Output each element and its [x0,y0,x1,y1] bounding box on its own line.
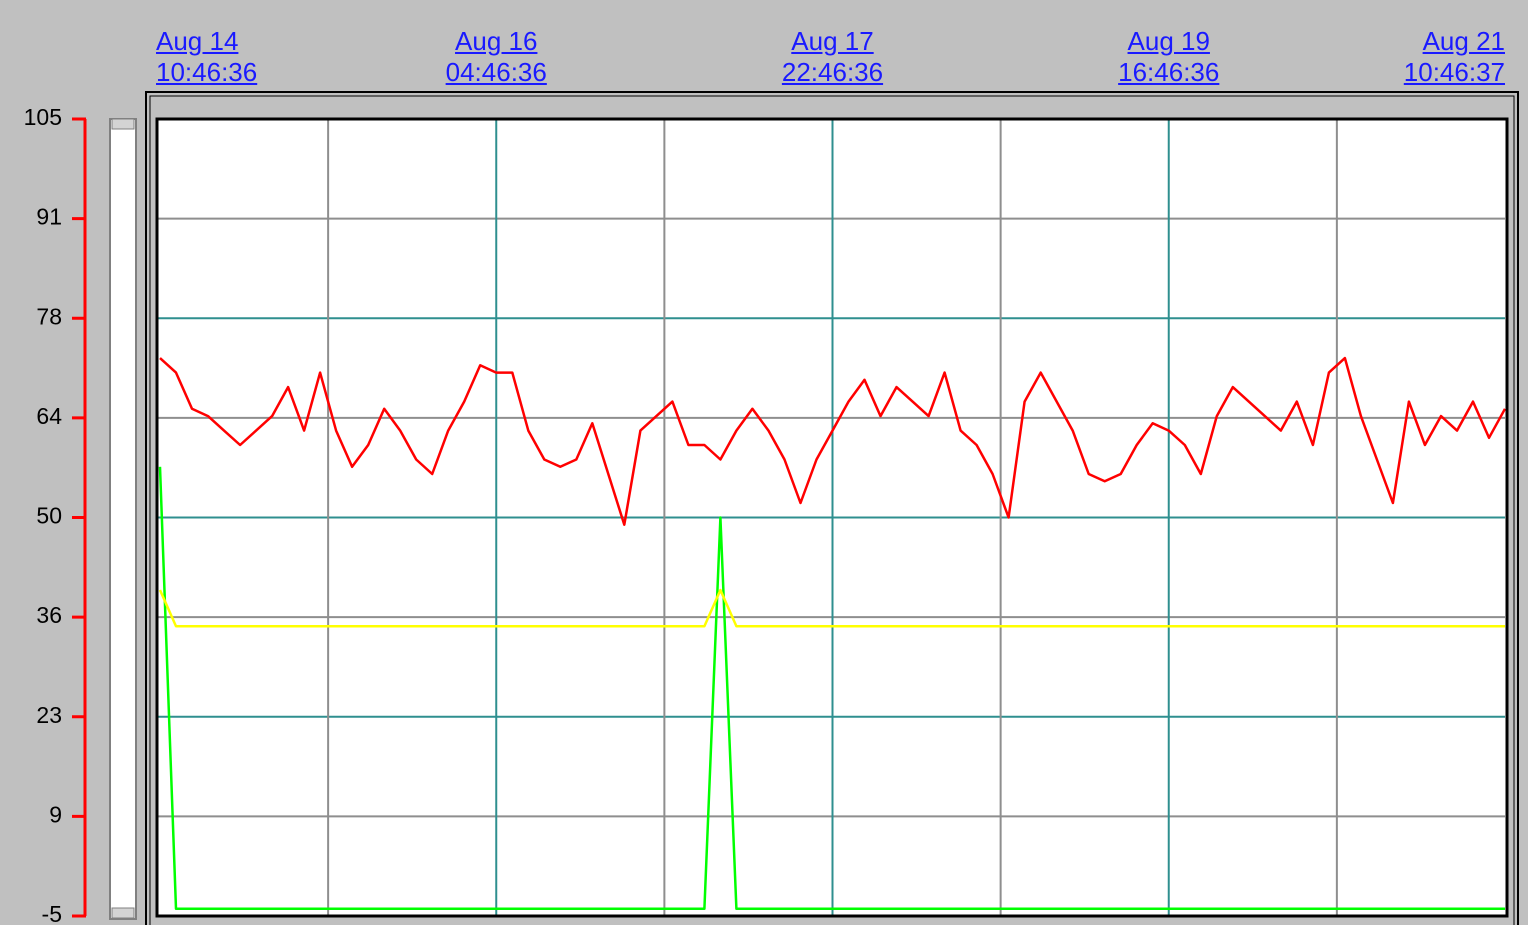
y-tick-label: 64 [36,403,62,429]
x-tick-label: Aug 14 10:46:36 [156,26,258,87]
series-line [158,466,1505,911]
y-tick-label: 23 [36,702,62,728]
y-tick-label: 9 [49,801,62,827]
series-line [158,588,1505,628]
scroll-thumb-top[interactable] [111,118,135,130]
y-tick-label: -5 [42,901,62,925]
scrollbar[interactable] [109,118,137,920]
series-line [159,356,1507,526]
plot-border [155,117,1509,918]
x-tick-label: Aug 17 22:46:36 [781,26,884,87]
x-tick-label: Aug 19 16:46:36 [1118,26,1220,87]
outer-frame [145,91,1519,925]
y-tick-label: 105 [24,104,62,130]
x-tick-label: Aug 16 04:46:36 [445,26,547,87]
outer-frame-inner [149,95,1515,925]
scroll-thumb-bottom[interactable] [111,907,135,919]
y-tick-label: 36 [36,602,62,628]
y-tick-label: 91 [36,204,62,230]
y-tick-label: 50 [36,503,62,529]
y-tick-label: 78 [36,303,62,329]
x-tick-label: Aug 21 10:46:37 [1403,26,1505,87]
